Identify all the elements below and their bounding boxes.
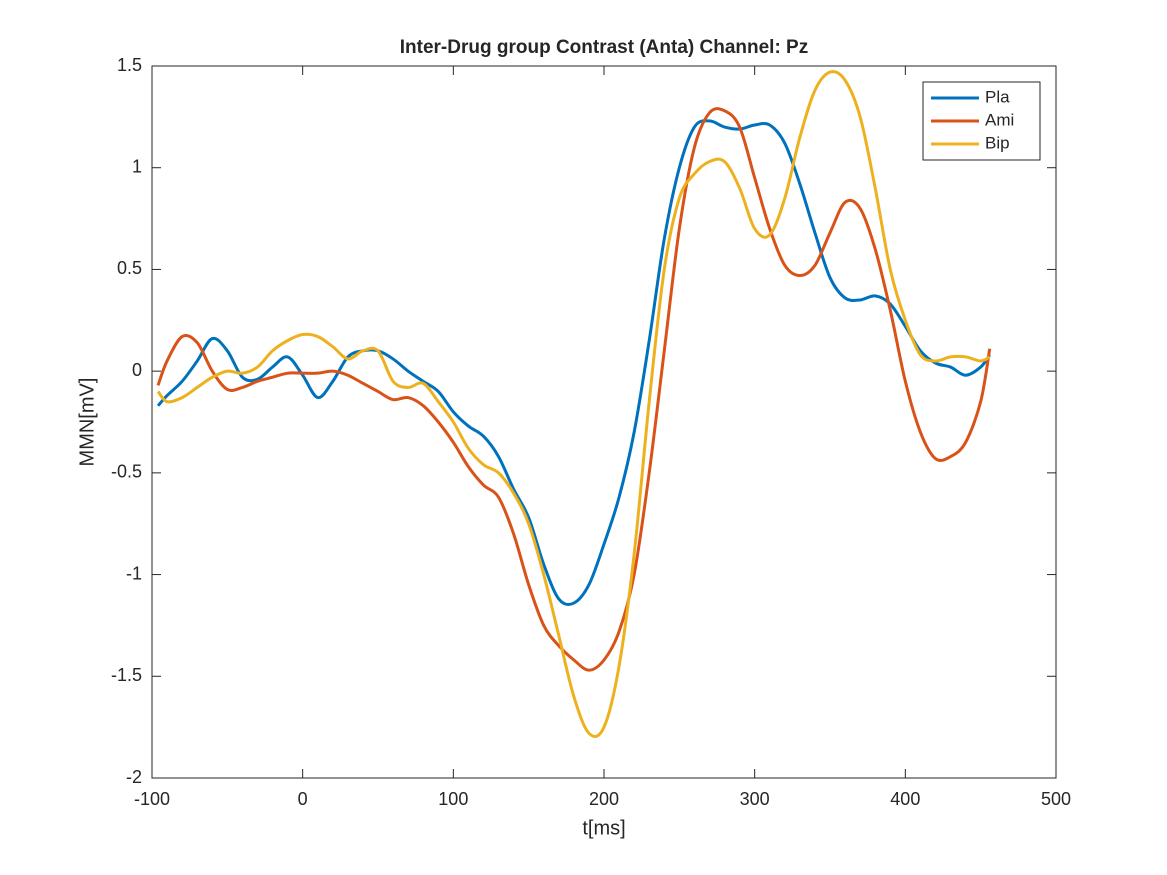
- y-tick-label: -0.5: [111, 462, 142, 482]
- x-tick-label: 100: [438, 789, 468, 809]
- y-axis-label: MMN[mV]: [76, 378, 98, 467]
- legend-label: Pla: [985, 87, 1010, 106]
- legend-label: Ami: [985, 110, 1014, 129]
- y-tick-label: 1.5: [117, 55, 142, 75]
- y-tick-label: -1.5: [111, 665, 142, 685]
- y-tick-label: 0: [132, 360, 142, 380]
- x-axis-label: t[ms]: [582, 817, 625, 839]
- x-tick-label: 200: [589, 789, 619, 809]
- legend-label: Bip: [985, 133, 1010, 152]
- y-tick-label: -1: [126, 563, 142, 583]
- line-series: [156, 119, 991, 606]
- x-tick-label: 500: [1041, 789, 1071, 809]
- x-tick-label: 0: [298, 789, 308, 809]
- x-tick-label: -100: [134, 789, 170, 809]
- line-series: [156, 107, 992, 672]
- y-tick-label: -2: [126, 767, 142, 787]
- y-tick-label: 0.5: [117, 258, 142, 278]
- line-series: [156, 70, 991, 738]
- y-tick-label: 1: [132, 156, 142, 176]
- plot-box: [151, 65, 1057, 779]
- x-tick-label: 400: [890, 789, 920, 809]
- chart-title: Inter-Drug group Contrast (Anta) Channel…: [400, 37, 808, 58]
- x-tick-label: 300: [740, 789, 770, 809]
